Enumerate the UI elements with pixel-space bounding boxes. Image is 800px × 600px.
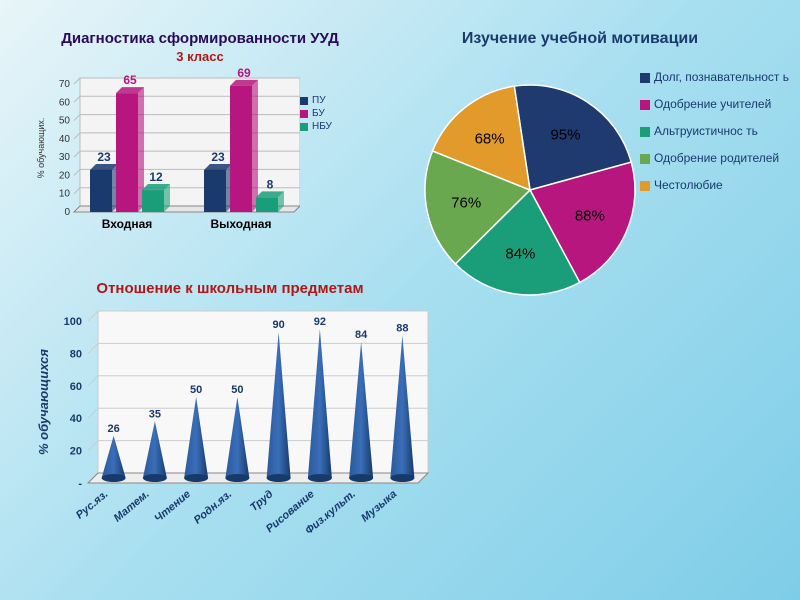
legend-item: ПУ xyxy=(300,95,332,106)
svg-text:Труд: Труд xyxy=(248,488,276,514)
cone-chart-title: Отношение к школьным предметам xyxy=(30,280,430,297)
pie-area: 95% 88% 84% 76% 68% xyxy=(400,60,660,320)
svg-text:% обучающих.: % обучающих. xyxy=(36,118,46,179)
legend-label: НБУ xyxy=(312,121,332,132)
svg-text:Матем.: Матем. xyxy=(112,488,152,524)
legend-swatch xyxy=(640,127,650,137)
pie-chart-legend: Долг, познавательност ь Одобрение учителе… xyxy=(640,70,790,205)
pie-chart-title: Изучение учебной мотивации xyxy=(380,30,780,48)
pie-slice-label: 76% xyxy=(451,194,481,211)
svg-text:50: 50 xyxy=(231,384,243,396)
pie-slice-label: 88% xyxy=(575,207,605,224)
legend-item: БУ xyxy=(300,108,332,119)
svg-text:60: 60 xyxy=(59,97,71,108)
svg-text:69: 69 xyxy=(237,68,251,80)
svg-text:50: 50 xyxy=(190,384,202,396)
svg-text:100: 100 xyxy=(64,316,82,328)
pie-slice-label: 95% xyxy=(550,127,580,144)
svg-text:Рус.яз.: Рус.яз. xyxy=(74,488,111,521)
legend-swatch xyxy=(300,123,308,131)
legend-swatch xyxy=(300,97,308,105)
svg-text:% обучающихся: % обучающихся xyxy=(36,349,51,455)
legend-label: Альтруистичнос ть xyxy=(654,124,758,139)
svg-text:50: 50 xyxy=(59,116,71,127)
svg-text:90: 90 xyxy=(273,319,285,331)
legend-item: Долг, познавательност ь xyxy=(640,70,790,85)
legend-label: ПУ xyxy=(312,95,326,106)
svg-text:Музыка: Музыка xyxy=(359,488,399,524)
legend-label: Честолюбие xyxy=(654,178,723,193)
svg-text:Выходная: Выходная xyxy=(210,217,271,231)
svg-text:30: 30 xyxy=(59,152,71,163)
legend-swatch xyxy=(640,154,650,164)
svg-text:8: 8 xyxy=(267,177,274,191)
bar-chart: Диагностика сформированности УУД 3 класс… xyxy=(30,30,370,238)
bar-chart-subtitle: 3 класс xyxy=(30,49,370,64)
svg-text:40: 40 xyxy=(59,134,71,145)
svg-text:88: 88 xyxy=(396,322,408,334)
svg-text:0: 0 xyxy=(64,207,70,218)
legend-item: Альтруистичнос ть xyxy=(640,124,790,139)
svg-text:10: 10 xyxy=(59,189,71,200)
legend-item: НБУ xyxy=(300,121,332,132)
cone-chart-svg: - 20 40 60 80 100 % обучающихся 26 Рус.яз. 35 Мате… xyxy=(30,303,430,563)
svg-text:60: 60 xyxy=(70,381,82,393)
svg-text:12: 12 xyxy=(149,170,163,184)
legend-label: Одобрение родителей xyxy=(654,151,779,166)
pie-slice-label: 68% xyxy=(475,130,505,147)
svg-text:-: - xyxy=(78,478,82,490)
svg-text:Входная: Входная xyxy=(102,217,153,231)
legend-item: Честолюбие xyxy=(640,178,790,193)
bar-chart-title: Диагностика сформированности УУД xyxy=(30,30,370,47)
cone-chart: Отношение к школьным предметам - 20 40 60 80… xyxy=(30,280,430,563)
svg-text:40: 40 xyxy=(70,413,82,425)
svg-text:26: 26 xyxy=(108,423,120,435)
pie-slice-label: 84% xyxy=(505,246,535,263)
bar-chart-svg: 0 10 20 30 40 50 60 70 % обучающих. 23 65 12 Входная… xyxy=(30,68,300,238)
bar-chart-legend: ПУ БУ НБУ xyxy=(300,95,332,134)
svg-text:65: 65 xyxy=(123,73,137,87)
legend-label: Одобрение учителей xyxy=(654,97,771,112)
svg-text:20: 20 xyxy=(70,446,82,458)
svg-text:92: 92 xyxy=(314,316,326,328)
svg-text:Чтение: Чтение xyxy=(152,488,193,525)
svg-text:84: 84 xyxy=(355,329,368,341)
pie-chart-svg xyxy=(400,60,660,320)
svg-text:35: 35 xyxy=(149,408,161,420)
legend-swatch xyxy=(300,110,308,118)
legend-label: Долг, познавательност ь xyxy=(654,70,789,85)
legend-swatch xyxy=(640,181,650,191)
legend-item: Одобрение родителей xyxy=(640,151,790,166)
legend-swatch xyxy=(640,100,650,110)
legend-swatch xyxy=(640,73,650,83)
legend-item: Одобрение учителей xyxy=(640,97,790,112)
svg-text:Родн.яз.: Родн.яз. xyxy=(192,488,235,526)
svg-text:20: 20 xyxy=(59,170,71,181)
svg-text:80: 80 xyxy=(70,348,82,360)
legend-label: БУ xyxy=(312,108,325,119)
svg-text:23: 23 xyxy=(97,150,111,164)
svg-text:23: 23 xyxy=(211,150,225,164)
svg-text:70: 70 xyxy=(59,79,71,90)
